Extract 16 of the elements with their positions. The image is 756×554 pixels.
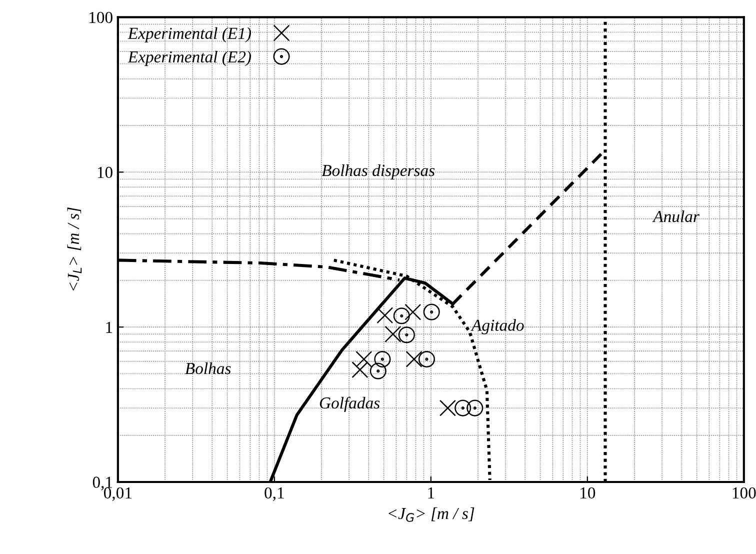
y-axis-title: <J$_{L}$> [m / s] bbox=[67, 208, 82, 291]
annotation: Anular bbox=[652, 210, 700, 222]
x-tick-label: 1 bbox=[428, 487, 434, 498]
y-tick-label: 1 bbox=[106, 322, 112, 333]
x-axis-title: <J$_{G}$> [m / s] bbox=[388, 507, 474, 522]
legend-label: Experimental (E1) bbox=[128, 27, 251, 42]
y-tick-label: 100 bbox=[90, 12, 112, 24]
annotation: Bolhas dispersas bbox=[322, 164, 435, 180]
x-tick-label: 10 bbox=[580, 487, 596, 499]
legend-label: Experimental (E2) bbox=[128, 50, 251, 66]
y-tick-label: 10 bbox=[98, 166, 112, 178]
x-tick-label: 100 bbox=[732, 487, 756, 499]
annotation: Agitado bbox=[470, 319, 524, 334]
x-tick-label: 0,1 bbox=[264, 487, 284, 501]
annotation: Bolhas bbox=[185, 362, 231, 374]
annotation: Golfadas bbox=[320, 396, 380, 412]
